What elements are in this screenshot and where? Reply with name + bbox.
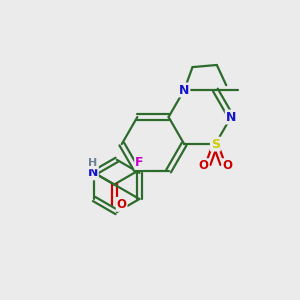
Text: N: N xyxy=(88,167,98,179)
Text: S: S xyxy=(211,138,220,151)
Text: H: H xyxy=(88,158,97,168)
Text: O: O xyxy=(117,198,127,211)
Text: N: N xyxy=(226,110,236,124)
Text: O: O xyxy=(199,159,208,172)
Text: N: N xyxy=(179,83,189,97)
Text: F: F xyxy=(135,156,144,169)
Text: O: O xyxy=(222,159,232,172)
